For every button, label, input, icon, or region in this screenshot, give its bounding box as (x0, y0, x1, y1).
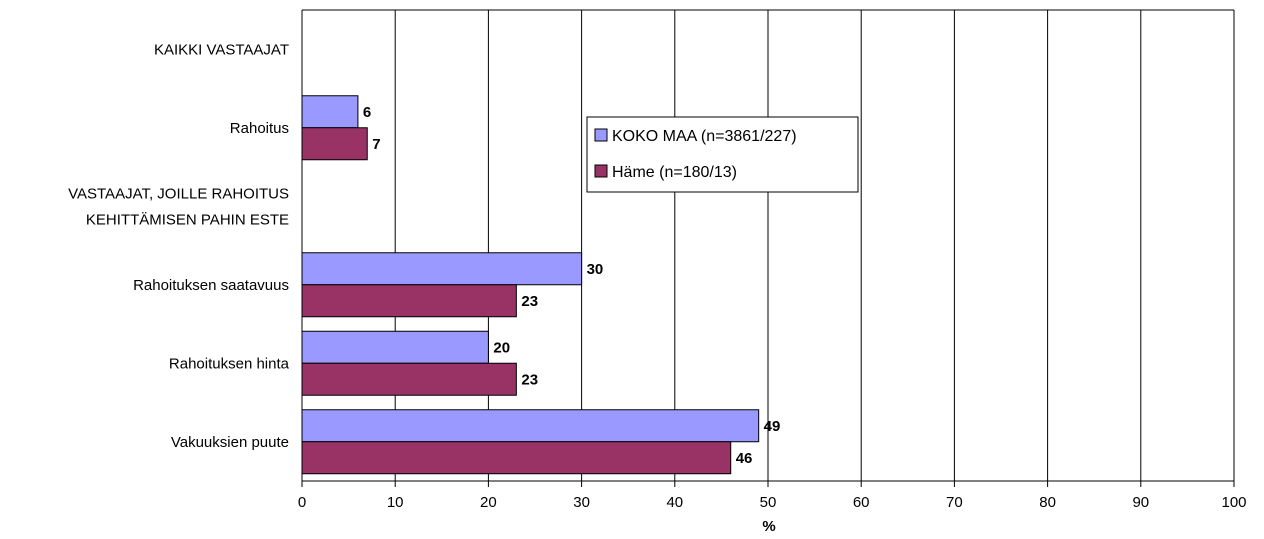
data-label-series2-cat4: 23 (521, 293, 538, 310)
x-tick-label-90: 90 (1132, 494, 1149, 511)
x-tick-label-20: 20 (480, 494, 497, 511)
bar-series2-cat6 (301, 441, 732, 475)
legend-label-series1: KOKO MAA (n=3861/227) (612, 128, 797, 145)
x-tick-label-80: 80 (1039, 494, 1056, 511)
x-tick-label-60: 60 (853, 494, 870, 511)
x-tick-label-40: 40 (666, 494, 683, 511)
data-label-series1-cat5: 20 (493, 339, 510, 356)
x-tick-label-30: 30 (573, 494, 590, 511)
bar-series2-cat2 (301, 127, 368, 161)
bar-series1-cat4 (301, 252, 583, 286)
legend-box (586, 116, 859, 193)
x-tick-label-10: 10 (387, 494, 404, 511)
data-labels: 67 30 23 20 23 49 46 (363, 104, 780, 467)
x-tick-label-70: 70 (946, 494, 963, 511)
legend-label-series2: Häme (n=180/13) (612, 164, 737, 181)
category-label-3-line2: KEHITTÄMISEN PAHIN ESTE (86, 211, 289, 228)
data-label-series1-cat2: 6 (363, 104, 371, 121)
data-label-series1-cat6: 49 (764, 418, 781, 435)
bar-series1-cat6 (301, 409, 760, 443)
x-tick-label-50: 50 (760, 494, 777, 511)
data-label-series2-cat5: 23 (521, 371, 538, 388)
x-tick-label-0: 0 (298, 494, 306, 511)
bars (301, 95, 760, 475)
category-label-5: Rahoituksen hinta (169, 355, 290, 372)
x-tick-label-100: 100 (1221, 494, 1246, 511)
category-label-1: KAIKKI VASTAAJAT (154, 41, 289, 58)
legend: KOKO MAA (n=3861/227) Häme (n=180/13) (586, 116, 859, 193)
x-axis-title: % (762, 518, 775, 535)
bar-series2-cat4 (301, 284, 517, 318)
x-axis: 0 10 20 30 40 50 60 70 80 90 100 (298, 480, 1247, 511)
data-label-series2-cat2: 7 (372, 136, 380, 153)
category-label-2: Rahoitus (230, 120, 289, 137)
bar-series1-cat2 (301, 95, 359, 129)
bar-series1-cat5 (301, 330, 489, 364)
legend-swatch-series2 (594, 164, 608, 178)
category-label-4: Rahoituksen saatavuus (133, 277, 289, 294)
legend-swatch-series1 (594, 128, 608, 142)
category-label-3-line1: VASTAAJAT, JOILLE RAHOITUS (68, 185, 289, 202)
category-label-6: Vakuuksien puute (171, 434, 289, 451)
data-label-series2-cat6: 46 (736, 450, 753, 467)
data-label-series1-cat4: 30 (587, 261, 604, 278)
gridlines (301, 9, 1235, 481)
bar-series2-cat5 (301, 362, 517, 396)
category-labels: KAIKKI VASTAAJAT Rahoitus VASTAAJAT, JOILL… (68, 41, 290, 451)
